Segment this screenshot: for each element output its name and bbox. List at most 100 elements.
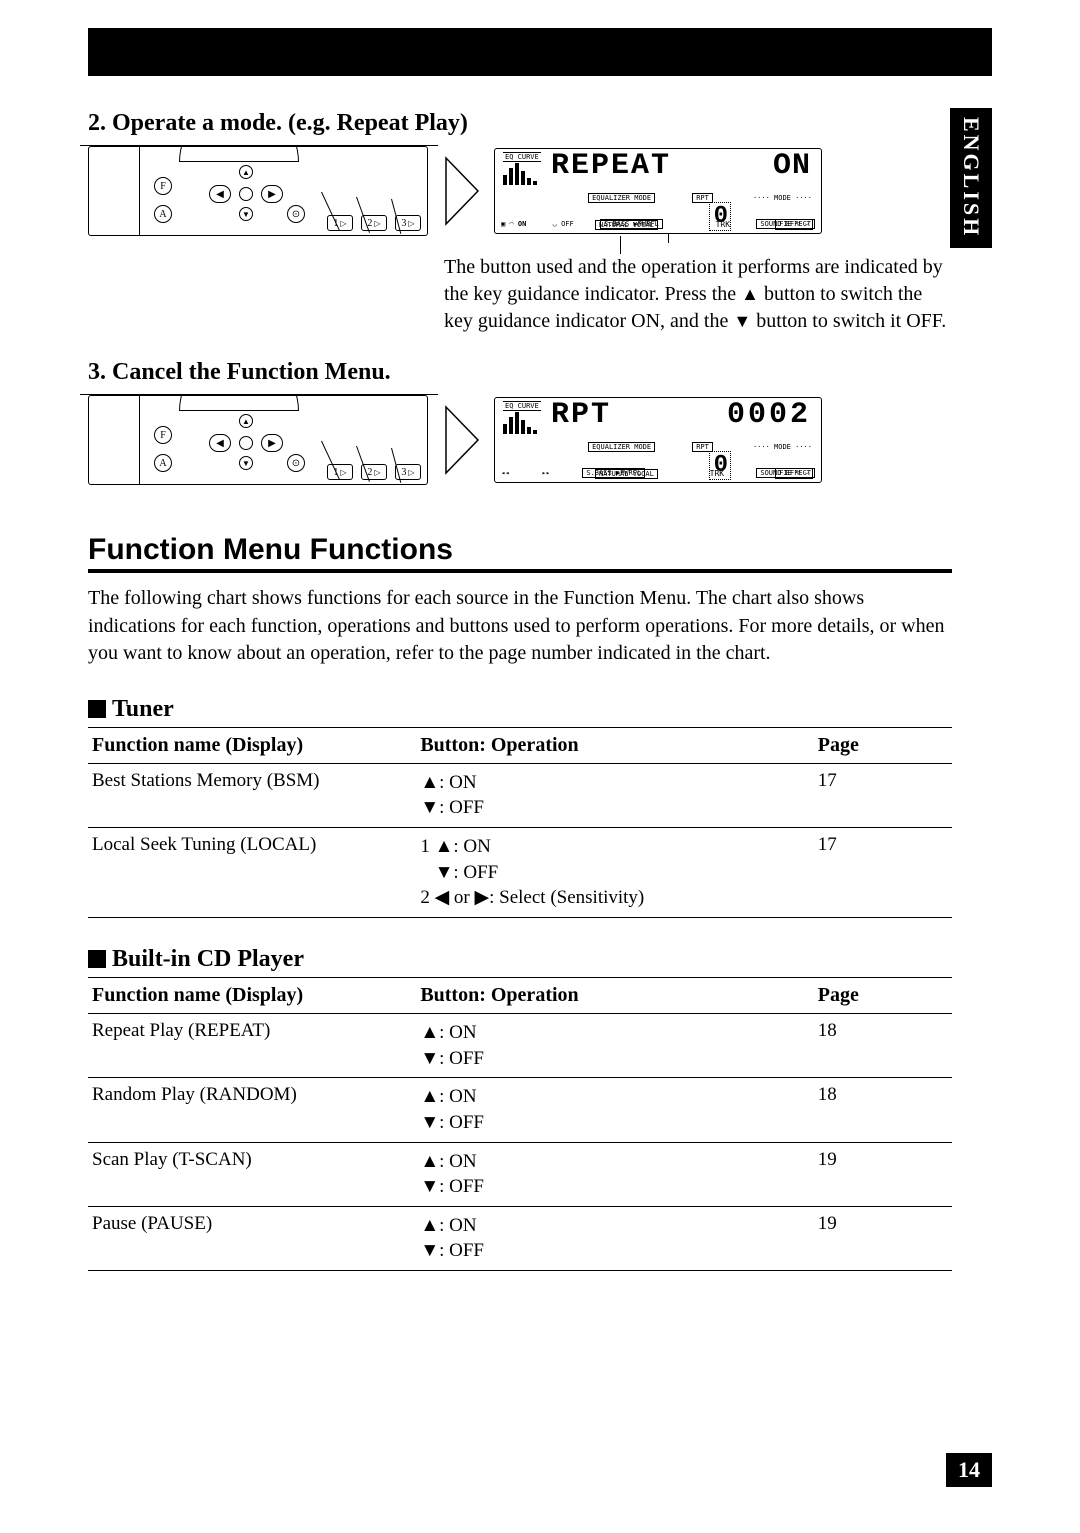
lcd-natural: NATURAL VOCAL <box>595 220 658 230</box>
lcd-eq-bars <box>503 161 545 185</box>
a-button: A <box>154 205 172 223</box>
num-button-2: 2▷ <box>361 215 387 231</box>
lcd-tick <box>668 233 669 243</box>
cell-page: 19 <box>814 1142 952 1206</box>
table-row: Random Play (RANDOM)▲: ON▼: OFF18 <box>88 1078 952 1142</box>
cell-function-name: Local Seek Tuning (LOCAL) <box>88 828 416 918</box>
section-title: Function Menu Functions <box>88 533 952 573</box>
control-panel-diagram-3: F A ◀ ▶ ▲ ▼ ⊙ 1▷ 2▷ 3▷ <box>88 395 428 485</box>
up-triangle-icon: ▲ <box>741 284 759 304</box>
lcd-mid-row: EQUALIZER MODE RPT ···· MODE ···· <box>501 193 815 203</box>
num-button-3: 3▷ <box>395 464 421 480</box>
tuner-title: Tuner <box>112 696 174 723</box>
cd-tbody: Repeat Play (REPEAT)▲: ON▼: OFF18Random … <box>88 1013 952 1270</box>
lcd-fie: FIE ▽ ⌣ <box>775 219 813 230</box>
lcd-pointer-line <box>620 236 621 254</box>
cd-table: Function name (Display) Button: Operatio… <box>88 978 952 1271</box>
center-button <box>239 187 253 201</box>
lcd-mid-row: EQUALIZER MODE RPT ···· MODE ···· <box>501 442 815 452</box>
control-panel-diagram: F A ▲ ▼ ◀ ▶ ⊙ 1▷ 2▷ 3▷ <box>88 146 428 236</box>
a-button: A <box>154 454 172 472</box>
header-black-bar <box>88 28 992 76</box>
dial-arc <box>179 146 299 162</box>
table-row: Pause (PAUSE)▲: ON▼: OFF19 <box>88 1206 952 1270</box>
page-content: 2. Operate a mode. (e.g. Repeat Play) F … <box>88 110 952 1271</box>
lcd-big-num: 0 <box>709 451 731 480</box>
panel-div-1 <box>139 396 140 484</box>
dial-arc <box>179 395 299 411</box>
f-button: F <box>154 426 172 444</box>
cell-operation: 1 ▲: ON ▼: OFF2 ◀ or ▶: Select (Sensitiv… <box>416 828 813 918</box>
lcd-prev: ◂◂ <box>501 469 509 477</box>
table-row: Best Stations Memory (BSM)▲: ON▼: OFF17 <box>88 763 952 827</box>
lcd-mode: ···· MODE ···· <box>750 194 815 202</box>
cell-function-name: Repeat Play (REPEAT) <box>88 1013 416 1077</box>
cell-operation: ▲: ON▼: OFF <box>416 1013 813 1077</box>
right-button: ▶ <box>261 185 283 203</box>
col-function-name: Function name (Display) <box>88 728 416 764</box>
cell-page: 17 <box>814 828 952 918</box>
arrow-icon <box>444 156 484 226</box>
arrow-icon <box>444 405 484 475</box>
col-function-name: Function name (Display) <box>88 978 416 1014</box>
col-button-op: Button: Operation <box>416 978 813 1014</box>
section-intro: The following chart shows functions for … <box>88 585 952 668</box>
lcd-big-num: 0 <box>709 202 731 231</box>
lcd-bottom-row: ▣ ◠ ON ◡ OFF S.BASS ▶PWRFL TRK SOUND EFF… <box>501 219 815 229</box>
manual-page: ENGLISH 2. Operate a mode. (e.g. Repeat … <box>0 0 1080 1533</box>
lcd-display: EQ CURVE REPEAT ON EQUALIZER MODE RPT ··… <box>494 148 822 234</box>
step-2-diagram: F A ▲ ▼ ◀ ▶ ⊙ 1▷ 2▷ 3▷ EQ CURVE REPEA <box>88 146 952 236</box>
step-3-diagram: F A ◀ ▶ ▲ ▼ ⊙ 1▷ 2▷ 3▷ EQ CURVE RPT <box>88 395 952 485</box>
cell-function-name: Random Play (RANDOM) <box>88 1078 416 1142</box>
step-3-heading: 3. Cancel the Function Menu. <box>88 359 952 386</box>
col-button-op: Button: Operation <box>416 728 813 764</box>
square-bullet-icon <box>88 950 106 968</box>
num-button-1: 1▷ <box>327 215 353 231</box>
up-button: ▲ <box>239 165 253 179</box>
num-button-1: 1▷ <box>327 464 353 480</box>
center-button <box>239 436 253 450</box>
lcd-remote: ▣ ◠ ON <box>501 220 526 228</box>
cell-function-name: Pause (PAUSE) <box>88 1206 416 1270</box>
step-2-explain: The button used and the operation it per… <box>444 254 954 335</box>
col-page: Page <box>814 728 952 764</box>
explain-part3: button to switch it OFF. <box>756 310 946 332</box>
table-row: Repeat Play (REPEAT)▲: ON▼: OFF18 <box>88 1013 952 1077</box>
num-button-2: 2▷ <box>361 464 387 480</box>
cell-operation: ▲: ON▼: OFF <box>416 1206 813 1270</box>
cell-function-name: Best Stations Memory (BSM) <box>88 763 416 827</box>
cell-function-name: Scan Play (T-SCAN) <box>88 1142 416 1206</box>
lcd-bottom-row: ◂◂ ▸▸ S.BASS ▶PWRFL TRK SOUND EFFECT <box>501 468 815 478</box>
lcd-eq-bars <box>503 410 545 434</box>
cell-operation: ▲: ON▼: OFF <box>416 763 813 827</box>
down-button: ▼ <box>239 207 253 221</box>
lcd-eqmode: EQUALIZER MODE <box>588 442 655 452</box>
cell-page: 19 <box>814 1206 952 1270</box>
table-header-row: Function name (Display) Button: Operatio… <box>88 728 952 764</box>
lcd-mode: ···· MODE ···· <box>750 443 815 451</box>
lcd-eqmode: EQUALIZER MODE <box>588 193 655 203</box>
page-number-badge: 14 <box>946 1453 992 1487</box>
lcd-secondary-text: ON <box>773 149 811 183</box>
lcd-next: ▸▸ <box>542 469 550 477</box>
col-page: Page <box>814 978 952 1014</box>
lcd-fie: FIE ▽ ⌣ <box>775 468 813 479</box>
lcd-main-text: RPT <box>551 398 611 432</box>
language-label: ENGLISH <box>958 117 984 238</box>
page-number: 14 <box>958 1457 980 1483</box>
cell-page: 17 <box>814 763 952 827</box>
tuner-tbody: Best Stations Memory (BSM)▲: ON▼: OFF17L… <box>88 763 952 917</box>
step-2-heading: 2. Operate a mode. (e.g. Repeat Play) <box>88 110 952 137</box>
cell-operation: ▲: ON▼: OFF <box>416 1142 813 1206</box>
lcd-natural: NATURAL VOCAL <box>595 469 658 479</box>
lcd-secondary-text: 0002 <box>727 398 811 432</box>
language-tab: ENGLISH <box>950 108 992 248</box>
table-header-row: Function name (Display) Button: Operatio… <box>88 978 952 1014</box>
f-button: F <box>154 177 172 195</box>
right-button: ▶ <box>261 434 283 452</box>
cell-page: 18 <box>814 1013 952 1077</box>
num-button-3: 3▷ <box>395 215 421 231</box>
left-button: ◀ <box>209 185 231 203</box>
lcd-main-text: REPEAT <box>551 149 671 183</box>
lcd-off: ◡ OFF <box>553 220 574 228</box>
